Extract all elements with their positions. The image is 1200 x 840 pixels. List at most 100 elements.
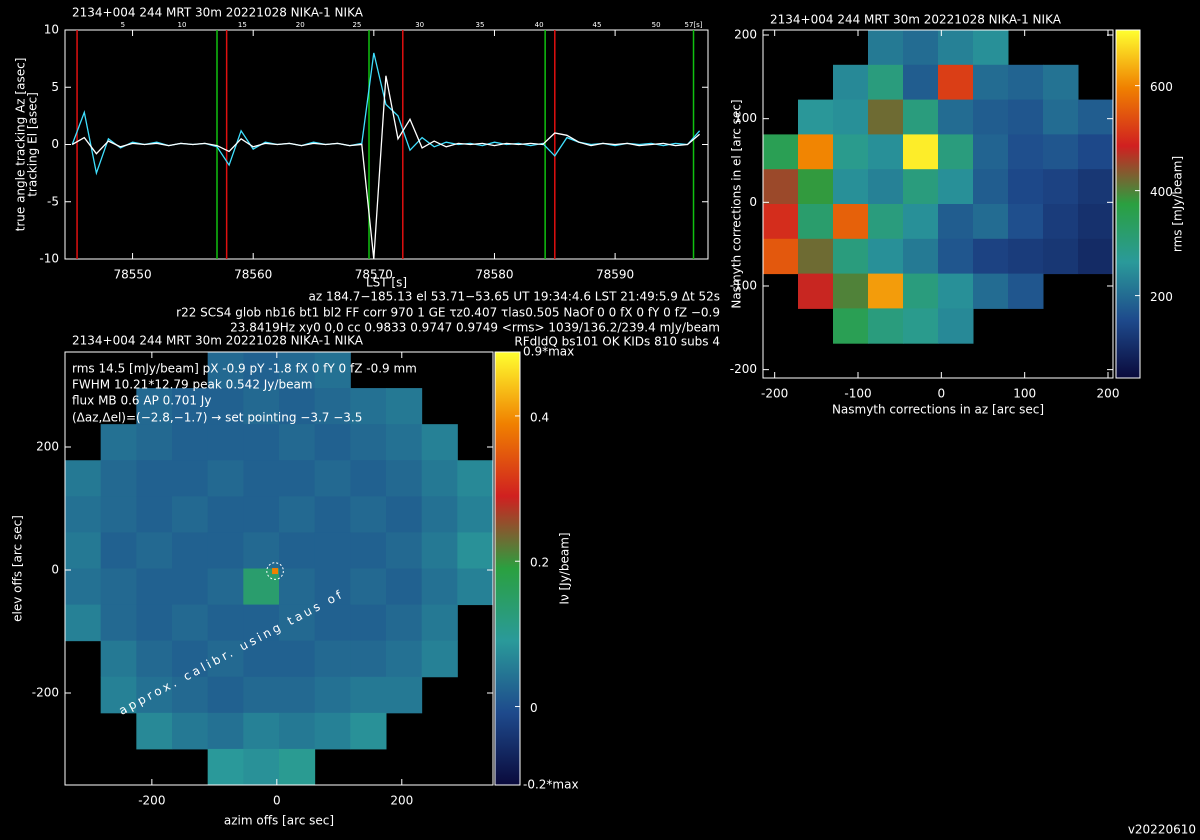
heatmap-cell — [314, 568, 351, 606]
heatmap-cell — [279, 532, 316, 569]
annotation: (Δaz,Δel)=(−2.8,−1.7) → set pointing −3.… — [72, 411, 362, 425]
heatmap-cell — [243, 604, 280, 642]
annotation: flux MB 0.6 AP 0.701 Jy — [72, 394, 211, 408]
heatmap-cell — [65, 496, 102, 533]
colorbar-tick-label: 200 — [1150, 290, 1173, 304]
heatmap-cell — [973, 238, 1009, 275]
y-tick-label: 200 — [36, 440, 59, 454]
heatmap-cell — [279, 640, 316, 678]
series-line — [71, 52, 701, 176]
y-axis-label: elev offs [arc sec] — [11, 515, 25, 622]
heatmap-cell — [136, 532, 173, 569]
x2-tick-label: 15 — [238, 21, 247, 29]
chart-title: 2134+004 244 MRT 30m 20221028 NIKA-1 NIK… — [72, 334, 364, 348]
heatmap-cell — [421, 532, 458, 569]
heatmap-cell — [243, 640, 280, 678]
heatmap-cell — [350, 604, 387, 642]
heatmap-cell — [350, 640, 387, 678]
heatmap-cell — [314, 640, 351, 678]
heatmap-cell — [314, 496, 351, 533]
heatmap-cell — [798, 273, 834, 309]
heatmap-cell — [279, 712, 316, 750]
heatmap-cell — [903, 238, 939, 275]
chart-title: 2134+004 244 MRT 30m 20221028 NIKA-1 NIK… — [770, 13, 1062, 27]
heatmap-cell — [1008, 273, 1044, 309]
heatmap-cell — [65, 532, 102, 569]
y-tick-label: 10 — [44, 23, 59, 37]
heatmap-cell — [973, 30, 1009, 66]
heatmap-cell — [457, 568, 494, 606]
heatmap-cell — [973, 204, 1009, 240]
heatmap-cell — [868, 204, 904, 240]
x2-tick-label: 45 — [593, 21, 602, 29]
heatmap-cell — [903, 30, 939, 66]
x2-tick-label: 10 — [178, 21, 187, 29]
info-line: 23.8419Hz xy0 0,0 cc 0.9833 0.9747 0.974… — [230, 321, 720, 335]
x2-tick-label: 25 — [352, 21, 361, 29]
heatmap-cell — [207, 388, 244, 425]
heatmap-cell — [207, 532, 244, 569]
heatmap-cell — [833, 64, 869, 101]
x-tick-label: 200 — [1097, 387, 1120, 401]
colorbar-label: rms [mJy/beam] — [1171, 156, 1185, 252]
heatmap-cell — [279, 388, 316, 425]
heatmap-cell — [1078, 204, 1114, 240]
y-tick-label: 0 — [749, 195, 757, 209]
heatmap-cell — [833, 238, 869, 275]
heatmap-cell — [207, 604, 244, 642]
heatmap-cell — [314, 712, 351, 750]
x-axis-label: azim offs [arc sec] — [224, 814, 334, 828]
heatmap-cell — [243, 748, 280, 786]
y-tick-label: 200 — [734, 28, 757, 42]
heatmap-cell — [314, 604, 351, 642]
heatmap-cell — [350, 532, 387, 569]
colorbar-tick-label: 0.2 — [530, 556, 549, 570]
x2-tick-label: 20 — [296, 21, 305, 29]
heatmap-cell — [243, 496, 280, 533]
heatmap-cell — [833, 169, 869, 205]
heatmap-cell — [207, 640, 244, 678]
heatmap-cell — [350, 460, 387, 497]
y-tick-label: 100 — [734, 111, 757, 125]
y-tick-label: 0 — [51, 563, 59, 577]
colorbar-tick-label: 600 — [1150, 80, 1173, 94]
colorbar — [1115, 29, 1141, 379]
heatmap-cell — [279, 604, 316, 642]
heatmap-cell — [279, 748, 316, 786]
x-tick-label: 0 — [273, 794, 281, 808]
heatmap-cell — [833, 273, 869, 309]
heatmap-cell — [279, 568, 316, 606]
series-line — [71, 75, 701, 259]
heatmap-cell — [1008, 134, 1044, 170]
y-tick-label: 0 — [51, 137, 59, 151]
heatmap-cell — [207, 496, 244, 533]
heatmap-cell — [65, 568, 102, 606]
heatmap-cell — [65, 604, 102, 642]
heatmap-cell — [868, 238, 904, 275]
colorbar-tick-label: 400 — [1150, 185, 1173, 199]
heatmap-cell — [172, 424, 209, 461]
heatmap-cell — [279, 352, 316, 389]
heatmap-cell — [833, 99, 869, 135]
heatmap-cell — [279, 496, 316, 533]
heatmap-cell — [314, 352, 351, 389]
heatmap-cell — [207, 352, 244, 389]
heatmap-cell — [1008, 169, 1044, 205]
heatmap-cell — [172, 460, 209, 497]
heatmap-cell — [243, 424, 280, 461]
plot-frame — [64, 351, 494, 786]
heatmap-cell — [100, 676, 137, 714]
heatmap-cell — [1043, 64, 1079, 101]
heatmap-cell — [386, 388, 423, 425]
source-peak — [272, 568, 279, 575]
y-tick-label: -100 — [730, 278, 757, 292]
heatmap-cell — [100, 532, 137, 569]
heatmap-cell — [136, 460, 173, 497]
heatmap-cell — [65, 460, 102, 497]
heatmap-cell — [172, 676, 209, 714]
heatmap-cell — [207, 568, 244, 606]
x2-tick-label: 57[s] — [685, 21, 703, 29]
x2-tick-label: 30 — [415, 21, 424, 29]
heatmap-cell — [136, 424, 173, 461]
